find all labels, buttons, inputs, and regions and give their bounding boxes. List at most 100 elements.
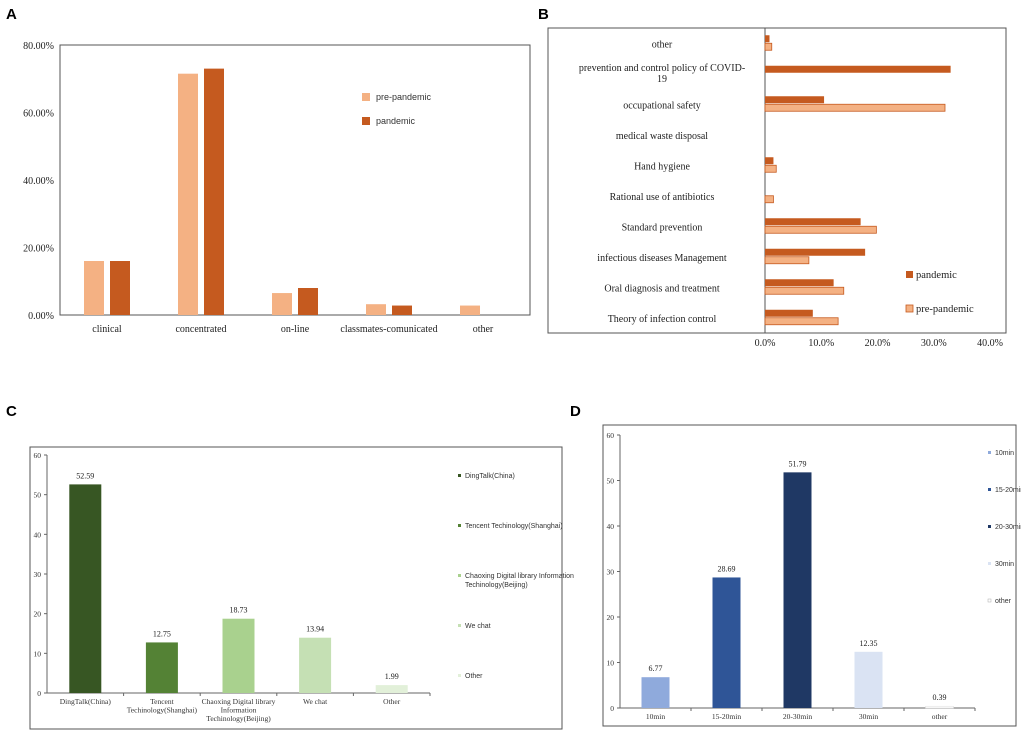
- bar-pre-pandemic: [764, 286, 845, 295]
- x-category-label: Chaoxing Digital library Information Techi…: [202, 697, 276, 723]
- bar: [712, 577, 741, 708]
- chart-frame: [29, 446, 563, 730]
- legend-swatch: [988, 525, 991, 528]
- bar-pre-pandemic: [764, 103, 946, 112]
- x-category-label: other: [473, 324, 494, 335]
- y-tick-label: 20.00%: [23, 244, 54, 255]
- bar-pre-pandemic: [764, 164, 777, 173]
- bar-pandemic: [765, 248, 866, 256]
- panel-letter-d: D: [570, 403, 581, 420]
- x-tick-label: 20.0%: [865, 338, 891, 349]
- chart-a: 0.00% 20.00% 40.00% 60.00% 80.00% clinical con…: [23, 41, 531, 335]
- legend-label: We chat: [465, 623, 491, 630]
- bar-pandemic: [765, 65, 951, 73]
- x-category-label: clinical: [92, 324, 122, 335]
- data-label: 51.79: [789, 459, 807, 468]
- panel-letter-c: C: [6, 403, 17, 420]
- x-category-label: Tencent Techinology(Shanghai): [127, 697, 198, 715]
- legend-swatch: [987, 598, 992, 603]
- data-label: 52.59: [76, 471, 94, 480]
- legend-swatch: [988, 451, 991, 454]
- x-tick-label: 30.0%: [921, 338, 947, 349]
- plot-frame: [547, 27, 1007, 334]
- y-tick-label: 50: [607, 477, 615, 486]
- legend-swatch: [458, 574, 461, 577]
- bar-pandemic: [298, 288, 318, 315]
- bar-pandemic: [765, 35, 770, 43]
- y-tick-label: 20: [607, 613, 615, 622]
- data-label: 1.99: [385, 672, 399, 681]
- data-label: 18.73: [230, 606, 248, 615]
- panel-letter-a: A: [6, 6, 17, 23]
- bar-pandemic: [765, 279, 834, 287]
- bar-pandemic: [765, 96, 825, 104]
- bar: [783, 472, 812, 708]
- legend-label: Other: [465, 673, 483, 680]
- legend-swatch: [362, 93, 370, 101]
- y-category-label: Hand hygiene: [634, 161, 690, 172]
- bar-pre-pandemic: [764, 256, 810, 265]
- y-category-label: Rational use of antibiotics: [610, 192, 715, 203]
- bar-pandemic: [765, 309, 813, 317]
- y-tick-label: 50: [34, 491, 42, 500]
- y-category-label: occupational safety: [623, 100, 700, 111]
- legend-label: pre-pandemic: [916, 304, 974, 315]
- y-tick-label: 60: [34, 451, 42, 460]
- y-tick-label: 80.00%: [23, 41, 54, 52]
- chart-frame: [602, 424, 1017, 727]
- bar: [641, 677, 670, 708]
- x-category-label: Other: [383, 697, 401, 706]
- y-tick-label: 10: [34, 649, 42, 658]
- x-tick-label: 40.0%: [977, 338, 1003, 349]
- x-category-label: concentrated: [175, 324, 226, 335]
- y-tick-label: 30: [607, 568, 615, 577]
- y-tick-label: 40.00%: [23, 176, 54, 187]
- legend-swatch: [458, 624, 461, 627]
- bar-pre-pandemic: [272, 293, 292, 315]
- legend-swatch: [988, 562, 991, 565]
- bar-pandemic: [204, 68, 224, 315]
- legend-label: pandemic: [376, 116, 416, 126]
- legend-label: 10min: [995, 450, 1014, 457]
- y-category-label: Oral diagnosis and treatment: [604, 283, 719, 294]
- bar: [375, 685, 408, 693]
- legend-swatch: [988, 488, 991, 491]
- bar: [299, 637, 332, 693]
- legend-label: other: [995, 598, 1012, 605]
- bar-pandemic: [765, 157, 774, 165]
- bar-pre-pandemic: [366, 304, 386, 315]
- legend-label: 15-20min: [995, 487, 1021, 494]
- y-category-label: Standard prevention: [622, 222, 703, 233]
- data-label: 28.69: [718, 564, 736, 573]
- y-tick-label: 10: [607, 659, 615, 668]
- bar-pre-pandemic: [764, 317, 839, 326]
- y-category-label: Theory of infection control: [608, 314, 717, 325]
- y-tick-label: 0: [37, 689, 41, 698]
- plot-frame: [59, 44, 531, 316]
- x-category-label: 15-20min: [712, 712, 741, 721]
- bar: [854, 651, 883, 708]
- chart-d: 0 10 20 30 40 50 60 6.77 10min 28.69 15-20min 51.79…: [602, 424, 1021, 727]
- y-tick-label: 30: [34, 570, 42, 579]
- legend-label: 30min: [995, 561, 1014, 568]
- y-category-label: other: [652, 39, 673, 50]
- data-label: 13.94: [306, 625, 324, 634]
- y-category-label: infectious diseases Management: [597, 253, 727, 264]
- data-label: 12.75: [153, 629, 171, 638]
- bar: [145, 642, 178, 693]
- data-label: 12.35: [860, 639, 878, 648]
- bar: [925, 705, 954, 709]
- bar: [222, 618, 255, 693]
- legend-label: pandemic: [916, 270, 957, 281]
- y-category-label: medical waste disposal: [616, 131, 708, 142]
- bar-pre-pandemic: [84, 261, 104, 315]
- legend-swatch: [905, 304, 914, 313]
- y-tick-label: 0.00%: [28, 311, 54, 322]
- legend-swatch: [458, 674, 461, 677]
- bar: [69, 484, 102, 693]
- bar-pre-pandemic: [764, 42, 773, 51]
- y-tick-label: 40: [607, 522, 615, 531]
- legend-label: Chaoxing Digital library Information Tech…: [465, 573, 574, 589]
- x-tick-label: 0.0%: [755, 338, 776, 349]
